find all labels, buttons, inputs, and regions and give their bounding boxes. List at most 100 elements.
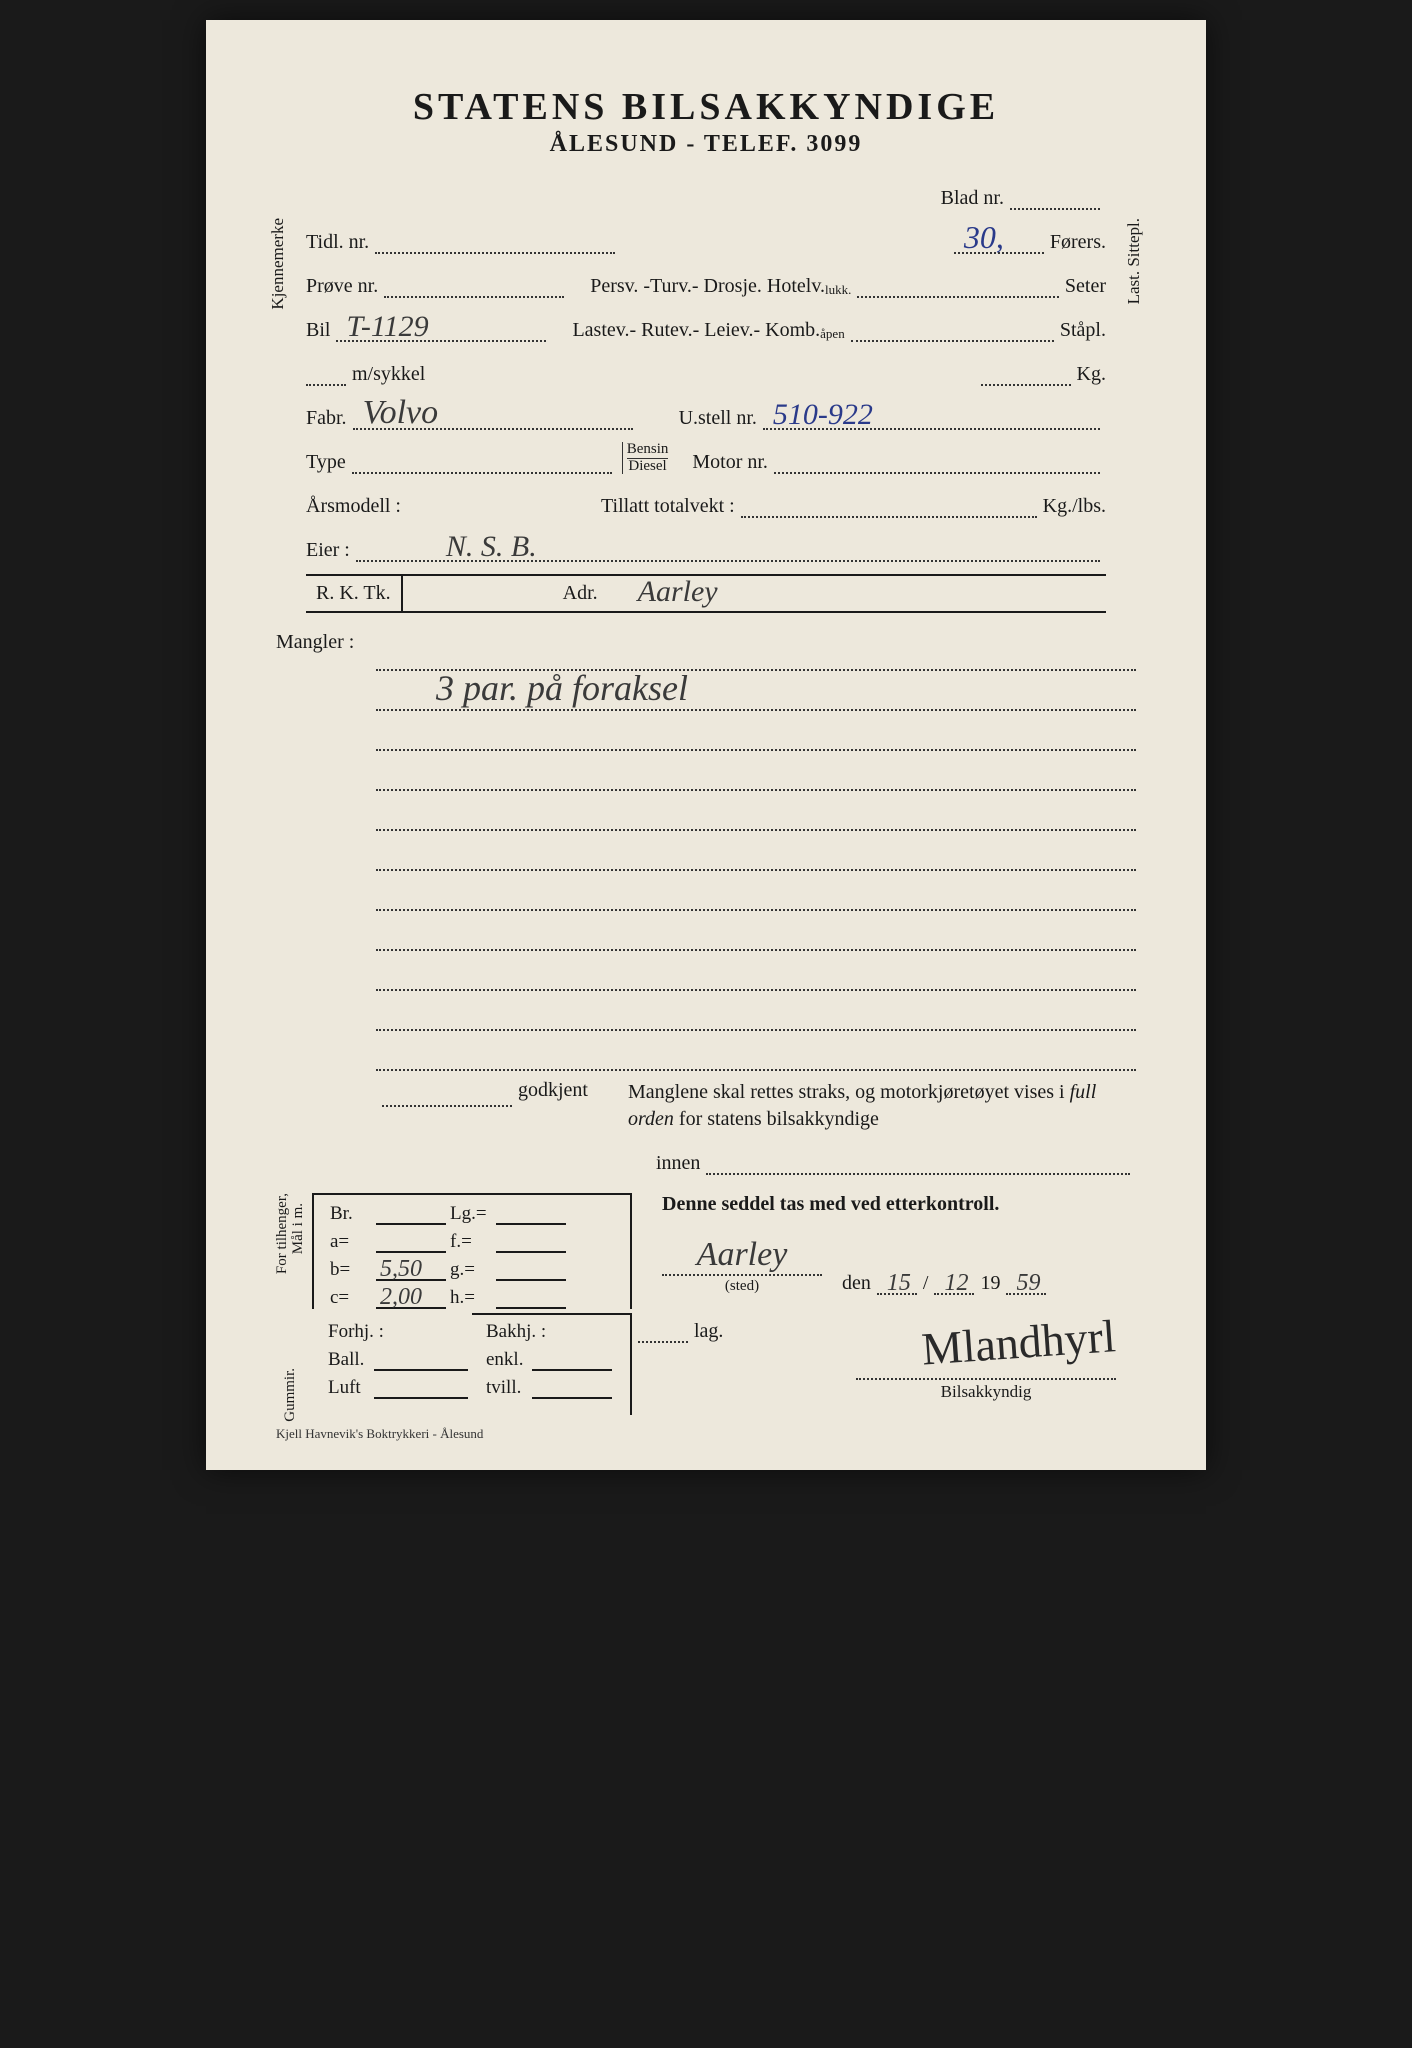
c-field: 2,00 [376, 1287, 446, 1309]
date-year: 59 [1016, 1270, 1040, 1297]
instruction-text: Manglene skal rettes straks, og motorkjø… [628, 1079, 1136, 1133]
bil-label: Bil [306, 319, 330, 342]
date-month: 12 [944, 1270, 968, 1297]
adr-value: Aarley [638, 575, 718, 609]
prove-nr-label: Prøve nr. [306, 275, 378, 298]
prove-nr-field [384, 276, 564, 298]
fuel-stacked: Bensin Diesel [622, 442, 669, 474]
lg-label: Lg.= [450, 1203, 492, 1225]
lag-label: lag. [694, 1320, 723, 1343]
tilhenger-vlabel: For tilhenger, [274, 1193, 291, 1274]
org-subtitle: ÅLESUND - TELEF. 3099 [276, 131, 1136, 158]
lukk-label: lukk. [825, 282, 851, 298]
rk-row: R. K. Tk. Adr. Aarley [306, 574, 1106, 613]
br-field [376, 1203, 446, 1225]
totalvekt-label: Tillatt totalvekt : [601, 495, 735, 518]
tvill-field [532, 1377, 612, 1399]
ustell-value: 510-922 [773, 398, 873, 432]
h-label: h.= [450, 1287, 492, 1309]
apen-label: åpen [820, 326, 845, 342]
mangler-lines: 3 par. på foraksel [376, 671, 1136, 1071]
stapl-field [851, 320, 1054, 342]
vehicle-block: Fabr. Volvo U.stell nr. 510-922 Type Ben… [276, 398, 1136, 613]
date-sep: / [923, 1272, 929, 1295]
document-page: STATENS BILSAKKYNDIGE ÅLESUND - TELEF. 3… [206, 20, 1206, 1470]
eier-value: N. S. B. [446, 530, 537, 564]
fabr-value: Volvo [363, 394, 439, 432]
date-year-field: 59 [1006, 1273, 1046, 1295]
printer-footer: Kjell Havnevik's Boktrykkeri - Ålesund [276, 1426, 483, 1442]
rktk-cell: R. K. Tk. [306, 576, 403, 611]
b-value: 5,50 [380, 1256, 422, 1283]
mangler-line-10 [376, 991, 1136, 1031]
f-label: f.= [450, 1231, 492, 1253]
mangler-line-11 [376, 1031, 1136, 1071]
forers-label: Førers. [1050, 231, 1106, 254]
date-month-field: 12 [934, 1273, 974, 1295]
bakhj-box: Bakhj. : enkl. tvill. [472, 1313, 632, 1415]
form-area: Kjennemerke Last. Sittepl. Blad nr. Tidl… [276, 178, 1136, 1415]
mangler-line-2: 3 par. på foraksel [376, 671, 1136, 711]
h-field [496, 1287, 566, 1309]
date-day: 15 [887, 1270, 911, 1297]
vehicle-types-2: Lastev.- Rutev.- Leiev.- Komb. [572, 319, 820, 342]
diesel-label: Diesel [627, 459, 669, 474]
seter-label: Seter [1065, 275, 1106, 298]
msykkel-prefix [306, 364, 346, 386]
bottom-area: Mål i m. For tilhenger, se skisse. Gummi… [276, 1193, 1136, 1415]
ustell-label: U.stell nr. [679, 407, 757, 430]
ball-field [374, 1349, 468, 1371]
sted-label: (sted) [662, 1274, 822, 1295]
mangler-line-9 [376, 951, 1136, 991]
capacity-value: 30, [964, 219, 1004, 256]
mangler-line-5 [376, 791, 1136, 831]
mangler-line-3 [376, 711, 1136, 751]
c-value: 2,00 [380, 1284, 422, 1311]
g-label: g.= [450, 1259, 492, 1281]
ustell-field: 510-922 [763, 408, 1100, 430]
mangler-line-8 [376, 911, 1136, 951]
mangler-text: 3 par. på foraksel [436, 667, 688, 709]
capacity-field: 30, [954, 232, 1044, 254]
kg-field [981, 364, 1071, 386]
b-label: b= [330, 1259, 372, 1281]
tidl-nr-label: Tidl. nr. [306, 231, 369, 254]
eier-field: N. S. B. [356, 540, 1100, 562]
gummir-vlabel: Gummir. [282, 1368, 299, 1422]
kjennemerke-vlabel: Kjennemerke [268, 218, 288, 310]
etterkontroll-text: Denne seddel tas med ved etterkontroll. [662, 1193, 1136, 1216]
lg-field [496, 1203, 566, 1225]
godkjent-label: godkjent [518, 1079, 588, 1102]
godkjent-field [382, 1079, 512, 1107]
fabr-label: Fabr. [306, 407, 347, 430]
motor-label: Motor nr. [692, 451, 768, 474]
msykkel-label: m/sykkel [352, 363, 425, 386]
adr-label: Adr. [563, 582, 598, 605]
bakhj-label: Bakhj. : [486, 1321, 546, 1343]
a-field [376, 1231, 446, 1253]
forhj-label: Forhj. : [328, 1321, 384, 1343]
kglbs-label: Kg./lbs. [1043, 495, 1106, 518]
bil-field: T-1129 [336, 320, 546, 342]
sted-value: Aarley [662, 1236, 822, 1274]
mangler-line-4 [376, 751, 1136, 791]
tidl-nr-field [375, 232, 615, 254]
totalvekt-field [741, 496, 1037, 518]
ball-label: Ball. [328, 1349, 370, 1371]
godkjent-row: godkjent Manglene skal rettes straks, og… [276, 1079, 1136, 1133]
year-prefix: 19 [980, 1272, 1000, 1295]
fabr-field: Volvo [353, 408, 633, 430]
blad-nr-field [1010, 188, 1100, 210]
bil-value: T-1129 [346, 310, 428, 344]
den-label: den [842, 1272, 871, 1295]
eier-label: Eier : [306, 539, 350, 562]
signature-area: Denne seddel tas med ved etterkontroll. … [632, 1193, 1136, 1415]
innen-field [706, 1153, 1130, 1175]
mangler-line-7 [376, 871, 1136, 911]
enkl-label: enkl. [486, 1349, 528, 1371]
a-label: a= [330, 1231, 372, 1253]
luft-field [374, 1377, 468, 1399]
mangler-line-1 [376, 631, 1136, 671]
c-label: c= [330, 1287, 372, 1309]
f-field [496, 1231, 566, 1253]
